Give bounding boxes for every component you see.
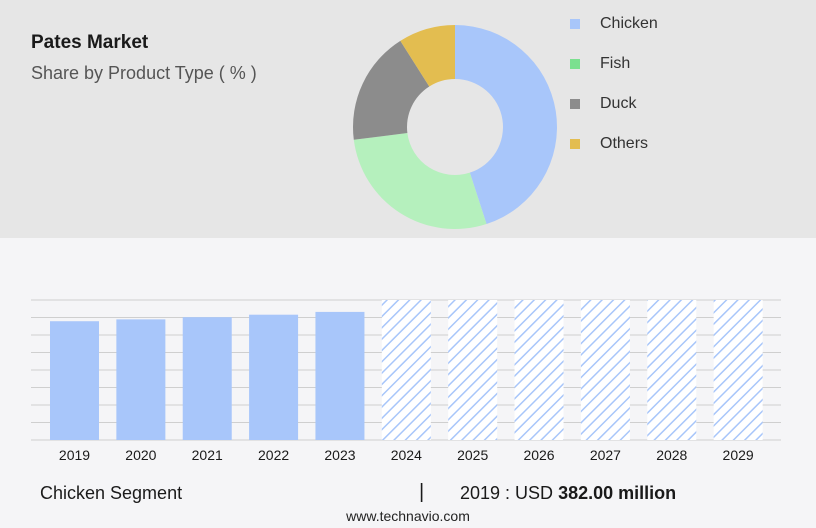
chart-subtitle: Share by Product Type ( % ) [31, 63, 257, 83]
footer-segment-label: Chicken Segment [40, 483, 183, 503]
bar-2027 [580, 300, 630, 440]
tick-label-2021: 2021 [192, 447, 223, 463]
tick-label-2026: 2026 [523, 447, 554, 463]
website-link[interactable]: www.technavio.com [346, 508, 470, 524]
bar-2028 [647, 300, 697, 440]
chart-title: Pates Market [31, 32, 149, 53]
bar-2021 [182, 317, 232, 440]
tick-label-2027: 2027 [590, 447, 621, 463]
legend-item-fish: Fish [570, 54, 658, 74]
donut-slice-others [400, 25, 455, 87]
bar-chart: 2019 2020 2021 2022 2023 2024 2025 2026 2027 2028… [31, 299, 781, 463]
legend-item-duck: Duck [570, 94, 658, 114]
footer-value: 2019 : USD 382.00 million [460, 483, 676, 504]
legend-item-chicken: Chicken [570, 14, 658, 34]
tick-label-2022: 2022 [258, 447, 289, 463]
bar-2026 [514, 300, 564, 440]
tick-label-2024: 2024 [391, 447, 422, 463]
legend-swatch [570, 99, 580, 109]
legend-item-others: Others [570, 134, 658, 154]
bar-2023 [315, 311, 365, 440]
legend-label: Others [600, 135, 649, 152]
bar-2022 [249, 314, 299, 440]
bar-2020 [116, 319, 166, 440]
legend-label: Fish [600, 55, 631, 72]
legend-swatch [570, 139, 580, 149]
tick-label-2025: 2025 [457, 447, 488, 463]
tick-label-2023: 2023 [324, 447, 355, 463]
bar-2024 [381, 300, 431, 440]
legend: Chicken Fish Duck Others [570, 14, 658, 174]
tick-label-2019: 2019 [59, 447, 90, 463]
legend-swatch [570, 19, 580, 29]
legend-label: Duck [600, 95, 637, 112]
tick-label-2029: 2029 [723, 447, 754, 463]
legend-swatch [570, 59, 580, 69]
donut-chart [353, 25, 557, 230]
legend-label: Chicken [600, 15, 658, 32]
donut-slice-fish [353, 133, 487, 230]
bar-2019 [50, 321, 99, 440]
donut-slice-duck [353, 40, 430, 140]
footer-separator: | [419, 481, 425, 503]
tick-label-2028: 2028 [656, 447, 687, 463]
footer-year-label: 2019 : USD [460, 483, 554, 503]
donut-slice-chicken [455, 25, 557, 225]
tick-label-2020: 2020 [125, 447, 156, 463]
bar-2025 [448, 300, 498, 440]
bar-2029 [713, 300, 763, 440]
footer-value-amount: 382.00 million [558, 483, 677, 503]
